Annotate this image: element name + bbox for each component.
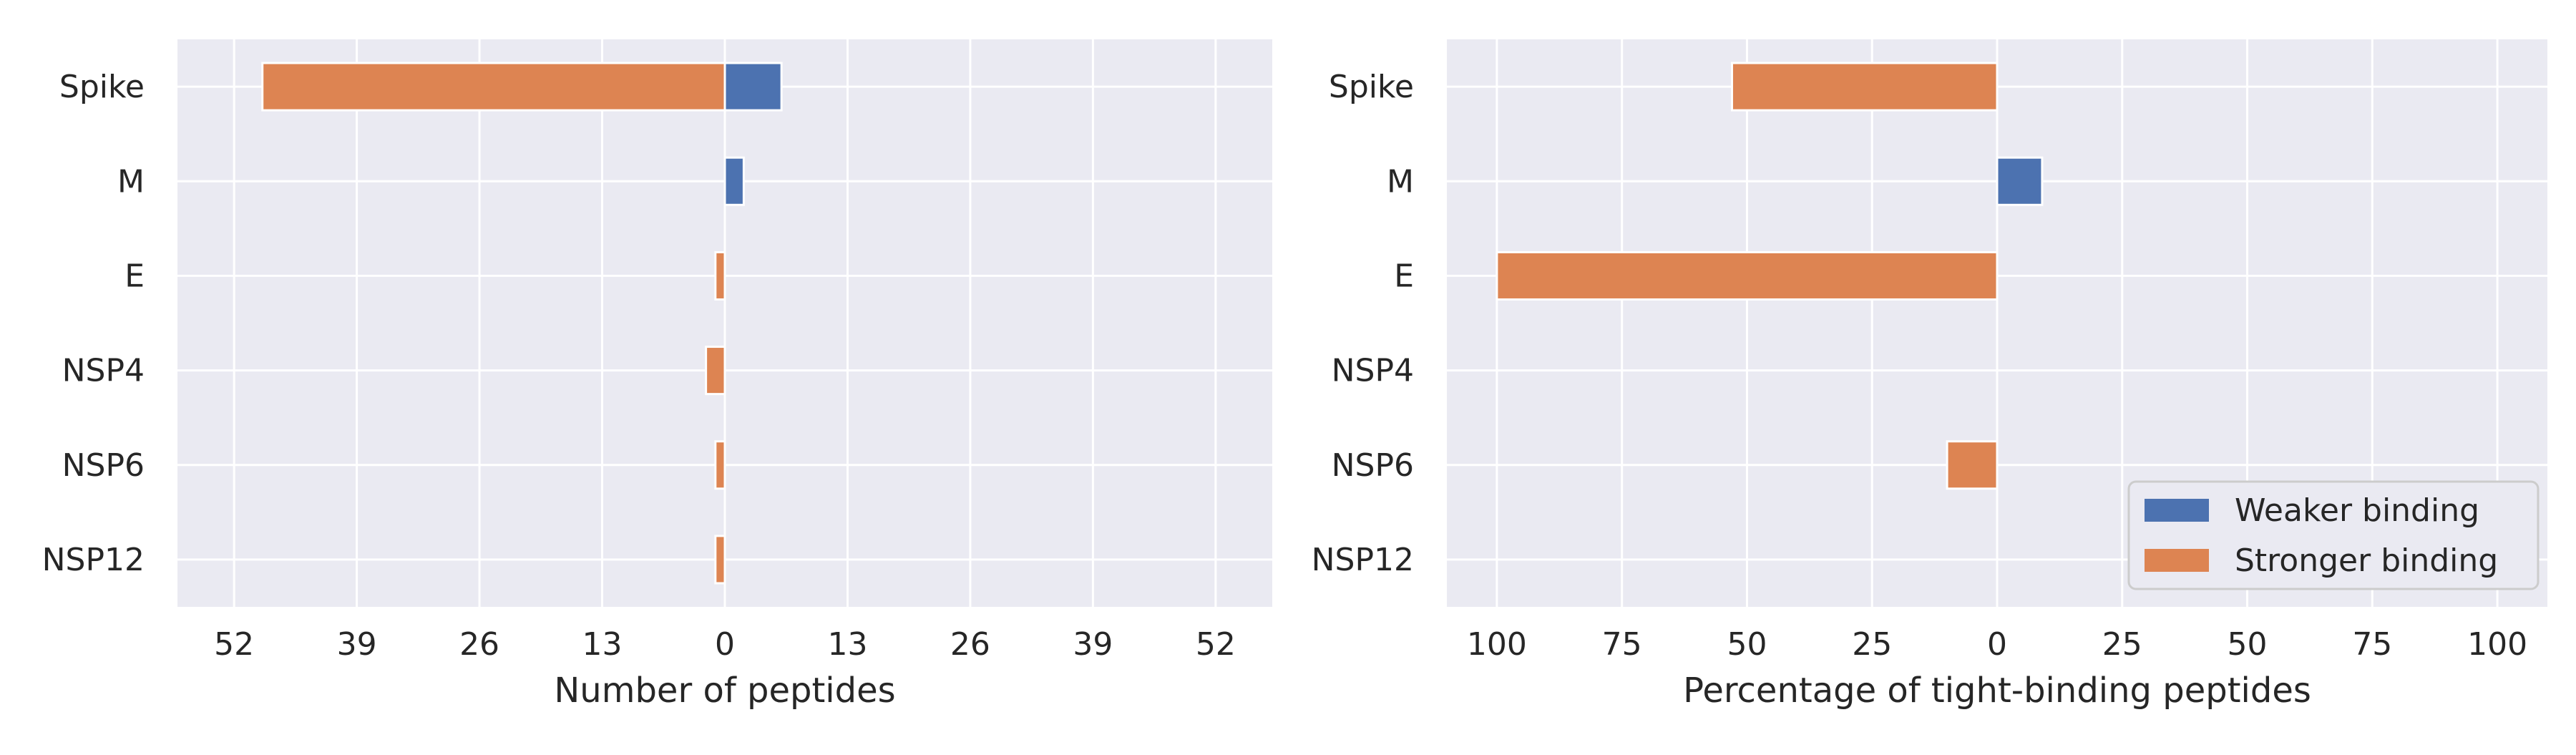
weaker-binding-bar xyxy=(723,156,745,206)
x-tick-label: 50 xyxy=(2228,626,2268,663)
legend-frame xyxy=(2127,480,2540,590)
y-tick-label: M xyxy=(1387,163,1414,200)
x-tick-label: 52 xyxy=(214,626,254,663)
y-tick-label: M xyxy=(117,163,145,200)
x-tick-label: 100 xyxy=(1467,626,1527,663)
y-tick-label: NSP6 xyxy=(62,447,145,484)
y-tick-label: E xyxy=(125,258,145,294)
y-tick-label: NSP12 xyxy=(42,542,145,578)
x-tick-label: 50 xyxy=(1727,626,1767,663)
stronger-binding-bar xyxy=(714,535,726,585)
x-tick-label: 25 xyxy=(1852,626,1892,663)
x-tick-label: 13 xyxy=(582,626,623,663)
x-axis-label: Percentage of tight-binding peptides xyxy=(1683,671,2311,711)
stronger-binding-bar xyxy=(261,62,726,112)
y-tick-label: Spike xyxy=(1329,69,1414,105)
x-tick-label: 52 xyxy=(1196,626,1236,663)
x-axis-label: Number of peptides xyxy=(554,671,895,711)
y-tick-label: NSP12 xyxy=(1312,542,1414,578)
x-tick-label: 26 xyxy=(950,626,990,663)
stronger-binding-bar xyxy=(1730,62,1999,112)
x-tick-label: 75 xyxy=(1602,626,1642,663)
y-tick-label: Spike xyxy=(59,69,145,105)
x-tick-label: 75 xyxy=(2352,626,2392,663)
x-tick-label: 0 xyxy=(1987,626,2007,663)
stronger-binding-bar xyxy=(1496,250,1999,301)
y-tick-label: E xyxy=(1394,258,1414,294)
stronger-binding-bar xyxy=(705,346,726,396)
x-tick-label: 39 xyxy=(337,626,377,663)
y-tick-label: NSP4 xyxy=(1332,353,1414,389)
legend: Weaker binding Stronger binding xyxy=(2127,480,2540,590)
weaker-binding-bar xyxy=(723,62,783,112)
legend-label: Weaker binding xyxy=(2235,492,2479,529)
x-tick-label: 25 xyxy=(2102,626,2142,663)
legend-label: Stronger binding xyxy=(2235,542,2498,579)
stronger-binding-bar xyxy=(714,440,726,490)
y-tick-label: NSP4 xyxy=(62,353,145,389)
y-tick-label: NSP6 xyxy=(1332,447,1414,484)
x-tick-label: 39 xyxy=(1073,626,1113,663)
stronger-binding-bar xyxy=(714,250,726,301)
right-panel: Spike M E NSP4 NSP6 NSP12 100 75 50 25 0 25 50 75 100 P… xyxy=(1312,39,2547,711)
x-tick-label: 13 xyxy=(827,626,867,663)
x-tick-label: 26 xyxy=(459,626,499,663)
legend-swatch xyxy=(2145,499,2209,522)
stronger-binding-bar xyxy=(1946,440,1999,490)
legend-swatch xyxy=(2145,549,2209,572)
left-panel: Spike M E NSP4 NSP6 NSP12 52 39 26 13 0 13 26 39 52 Num… xyxy=(42,39,1272,711)
weaker-binding-bar xyxy=(1996,156,2044,206)
x-tick-label: 0 xyxy=(715,626,735,663)
x-tick-label: 100 xyxy=(2467,626,2527,663)
